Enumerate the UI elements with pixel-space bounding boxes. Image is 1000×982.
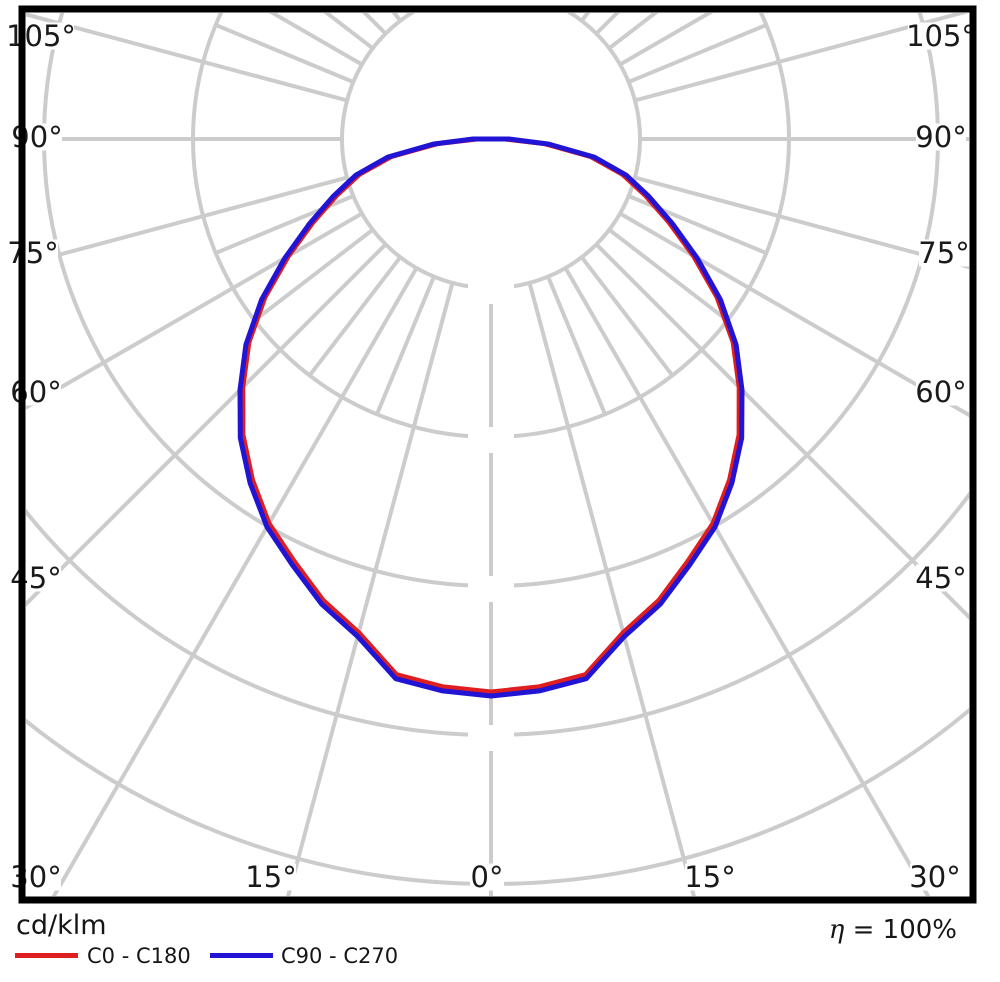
intensity-curves [237, 136, 745, 699]
angle-label: 105° [906, 19, 976, 53]
angle-label-group: 45° [10, 561, 61, 595]
angle-label: 15° [684, 860, 735, 894]
angle-label-bg [685, 863, 735, 891]
ring-value-gaps [468, 278, 514, 751]
angle-label: 75° [7, 236, 58, 270]
angle-label-group: 15° [684, 860, 735, 894]
grid-ring [26, 491, 969, 737]
efficiency-label: η = 100% [829, 915, 957, 945]
units-label: cd/klm [16, 910, 107, 941]
angle-label-group: 75° [7, 236, 58, 270]
grid-spoke-major [634, 175, 969, 270]
angle-label-group: 30° [10, 860, 61, 894]
angle-label-group: 45° [915, 561, 966, 595]
angle-label-group: 0° [470, 860, 504, 894]
angle-label: 45° [915, 561, 966, 595]
grid-spoke-minor [627, 23, 768, 84]
angle-label: 30° [10, 860, 61, 894]
angle-label: 60° [10, 375, 61, 409]
angle-label-bg [910, 863, 960, 891]
angle-label-group: 105° [906, 19, 976, 53]
angle-label-group: 60° [10, 375, 61, 409]
ring-value-box [468, 427, 514, 453]
grid-spoke-minor [627, 194, 768, 255]
angle-label-group: 60° [915, 375, 966, 409]
legend-label-c90-c270: C90 - C270 [281, 944, 399, 968]
angle-label-bg [919, 239, 969, 267]
grid-spoke-major [26, 242, 388, 607]
angle-label: 0° [471, 860, 504, 894]
grid-spoke-major [619, 211, 969, 418]
grid-spoke-major [26, 13, 348, 103]
ring-value-box [468, 278, 514, 304]
grid-spoke-minor [214, 194, 355, 255]
angle-label-bg [470, 863, 504, 891]
angle-label: 75° [918, 236, 969, 270]
grid-spoke-minor [323, 13, 375, 50]
grid-spoke-minor [546, 275, 607, 416]
grid-spoke-minor [377, 0, 434, 1]
legend-label-c0-c180: C0 - C180 [87, 944, 191, 968]
grid-spoke-major [286, 282, 455, 896]
grid-spoke-minor [548, 0, 605, 1]
grid-spoke-minor [253, 228, 375, 322]
angle-label-bg [246, 863, 296, 891]
eta-symbol: η [828, 915, 845, 945]
angle-label: 105° [6, 19, 76, 53]
angle-label-group: 30° [909, 860, 960, 894]
grid-spoke-major [26, 175, 348, 266]
legend-line-c0-c180 [15, 953, 78, 958]
grid-spoke-major [563, 267, 931, 896]
angle-label: 90° [915, 120, 966, 154]
grid-spoke-major [594, 242, 969, 620]
grid-spoke-minor [580, 255, 674, 377]
angle-label-group: 75° [918, 236, 969, 270]
grid-spoke-minor [607, 228, 729, 322]
angle-label-group: 90° [915, 120, 966, 154]
angle-label-group: 105° [6, 19, 76, 53]
grid-spoke-major [634, 13, 969, 103]
angle-label: 15° [245, 860, 296, 894]
angle-label: 60° [915, 375, 966, 409]
ring-value-box [468, 576, 514, 602]
angle-label-group: 15° [245, 860, 296, 894]
grid-spoke-minor [375, 275, 436, 416]
eta-value: = 100% [844, 915, 957, 945]
grid-spoke-minor [214, 23, 355, 84]
legend-line-c90-c270 [210, 953, 273, 958]
grid-spoke-major [26, 211, 363, 410]
angle-label: 45° [10, 561, 61, 595]
grid-ring [340, 13, 642, 290]
angle-label-bg [916, 123, 966, 151]
grid-spoke-minor [607, 13, 659, 50]
angle-label-bg [908, 22, 974, 50]
polar-chart: 105° 105°90° 90°75° 75°60° 60°45° 45°30° 30°15… [6, 0, 977, 904]
angle-label-bg [916, 378, 966, 406]
angle-label-bg [8, 239, 58, 267]
intensity-curve-c90-c270 [237, 136, 745, 699]
ring-value-box [468, 725, 514, 751]
plot-frame [18, 5, 977, 904]
grid-spoke-major [527, 282, 696, 896]
grid-spoke-minor [308, 255, 402, 377]
grid-spoke-major [51, 267, 419, 896]
angle-label: 30° [909, 860, 960, 894]
angle-label-bg [916, 564, 966, 592]
